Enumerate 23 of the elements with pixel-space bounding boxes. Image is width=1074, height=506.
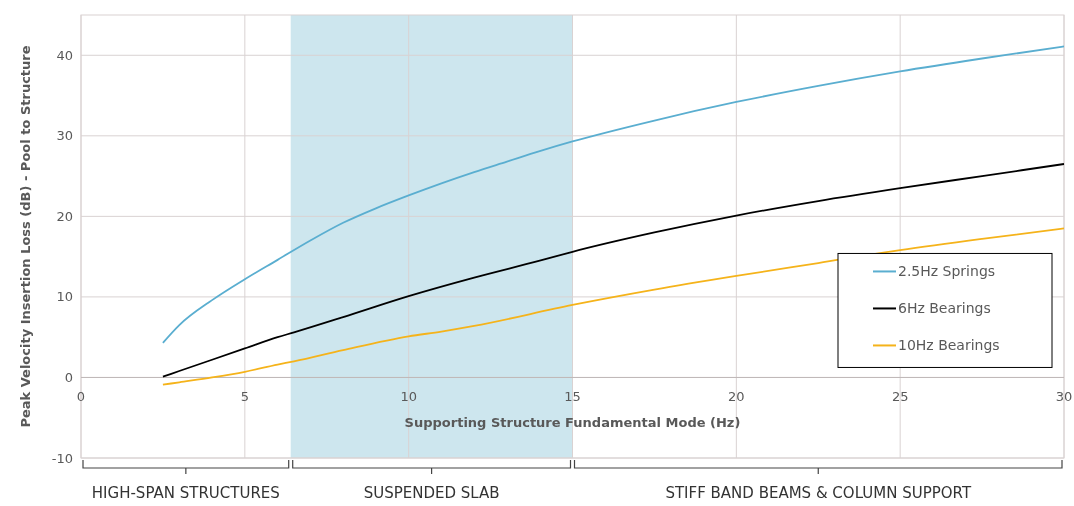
x-tick-label: 25 [891, 389, 909, 405]
line-series [162, 163, 1065, 378]
legend-label: 6Hz Bearings [898, 300, 991, 317]
y-axis-title: Peak Velocity Insertion Loss (dB) - Pool to Structure [18, 45, 33, 428]
x-tick-label: 15 [564, 389, 581, 405]
x-tick-label: 30 [1055, 389, 1073, 405]
text: HIGH-SPAN STRUCTURES [91, 484, 280, 502]
band-label: SUSPENDED SLAB [363, 484, 500, 502]
x-tick-label: 5 [240, 389, 249, 405]
x-tick-label: 0 [76, 389, 86, 405]
legend-label: 10Hz Bearings [898, 337, 1000, 354]
x-tick-label: 20 [728, 389, 745, 405]
y-tick-label: 30 [56, 128, 73, 144]
y-tick-label: 20 [56, 208, 73, 224]
y-tick-label: 40 [56, 47, 73, 63]
line-series [162, 227, 1065, 386]
text: STIFF BAND BEAMS & COLUMN SUPPORT [665, 484, 972, 502]
y-tick-label: -10 [51, 450, 73, 466]
y-tick-label: 10 [56, 289, 73, 305]
y-tick-label: 0 [64, 370, 73, 385]
legend-label: 2.5Hz Springs [898, 263, 996, 280]
x-tick-label: 10 [400, 389, 417, 405]
x-axis-title: Supporting Structure Fundamental Mode (Hz) [404, 415, 741, 431]
